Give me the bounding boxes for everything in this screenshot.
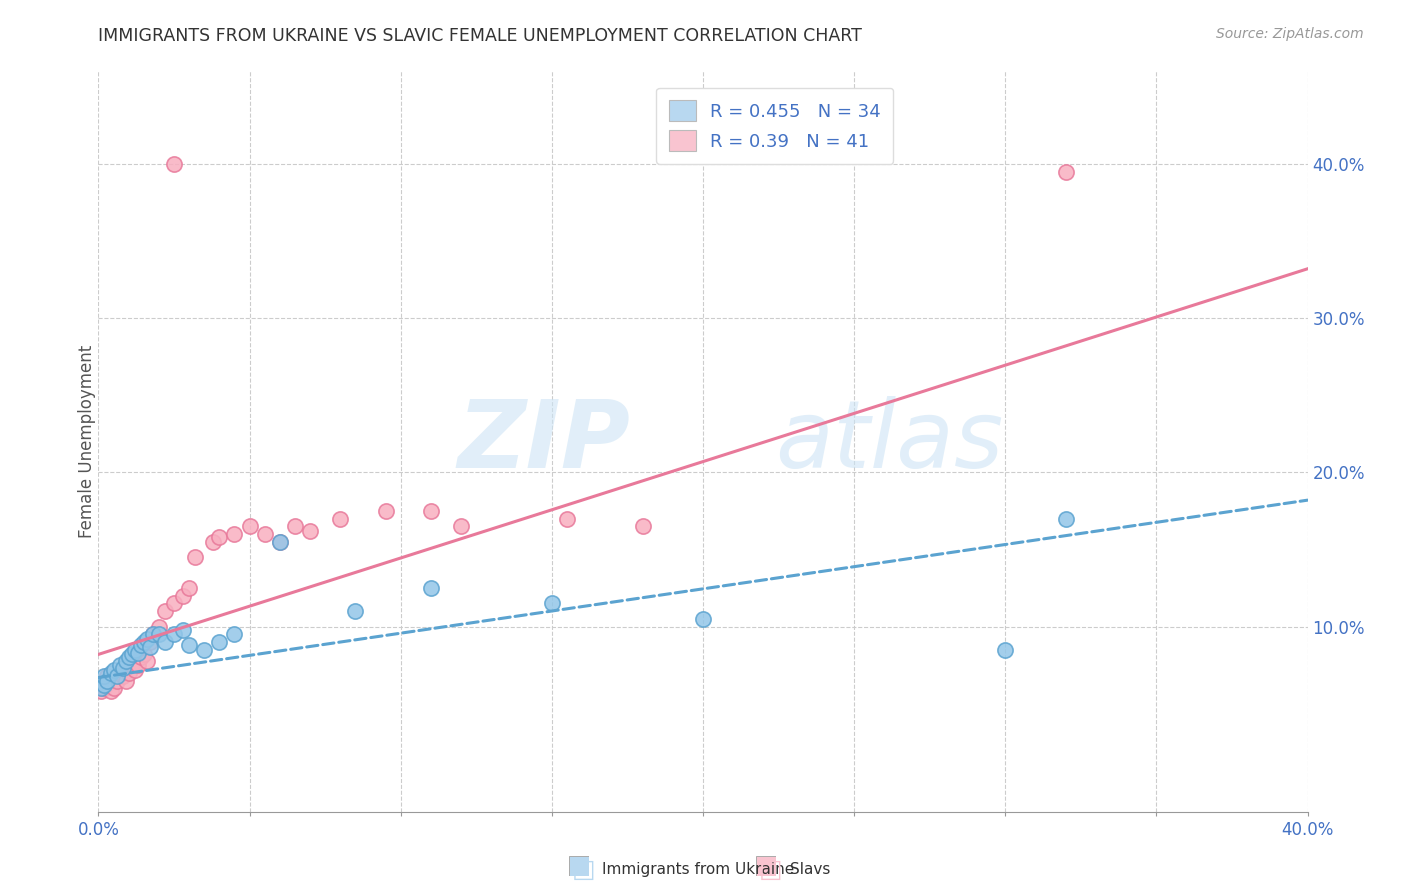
- Point: [139, 635, 162, 649]
- Point: [129, 650, 152, 665]
- Point: [344, 604, 367, 618]
- Point: [108, 665, 131, 680]
- Point: [103, 663, 125, 677]
- Point: [224, 627, 246, 641]
- Point: [208, 635, 231, 649]
- Point: [108, 658, 131, 673]
- Point: [114, 654, 136, 668]
- Text: Slavs: Slavs: [790, 863, 831, 877]
- Point: [153, 604, 176, 618]
- Point: [135, 632, 157, 646]
- Point: [148, 627, 170, 641]
- Point: [163, 627, 186, 641]
- Point: [96, 673, 118, 688]
- Point: [1054, 511, 1077, 525]
- Point: [420, 581, 443, 595]
- Point: [121, 648, 143, 662]
- Point: [135, 654, 157, 668]
- Point: [299, 524, 322, 538]
- Point: [172, 623, 194, 637]
- Point: [163, 597, 186, 611]
- Point: [153, 635, 176, 649]
- Point: [284, 519, 307, 533]
- Point: [105, 669, 128, 683]
- Point: [118, 665, 141, 680]
- Point: [100, 665, 122, 680]
- Text: Source: ZipAtlas.com: Source: ZipAtlas.com: [1216, 27, 1364, 41]
- Point: [374, 504, 396, 518]
- Point: [239, 519, 262, 533]
- Point: [142, 627, 165, 641]
- Point: [631, 519, 654, 533]
- Point: [93, 678, 115, 692]
- Point: [179, 581, 201, 595]
- Point: [129, 638, 152, 652]
- Point: [555, 511, 578, 525]
- Point: [208, 530, 231, 544]
- Point: [540, 597, 562, 611]
- Point: [90, 684, 112, 698]
- Point: [103, 681, 125, 696]
- Text: ZIP: ZIP: [457, 395, 630, 488]
- Point: [450, 519, 472, 533]
- Point: [124, 642, 146, 657]
- Point: [184, 550, 207, 565]
- Point: [121, 658, 143, 673]
- Point: [114, 673, 136, 688]
- Point: [148, 619, 170, 633]
- Text: atlas: atlas: [776, 396, 1004, 487]
- Point: [105, 673, 128, 688]
- Point: [139, 640, 162, 654]
- Point: [111, 669, 134, 683]
- Point: [269, 534, 291, 549]
- Point: [132, 648, 155, 662]
- Point: [1054, 164, 1077, 178]
- Y-axis label: Female Unemployment: Female Unemployment: [79, 345, 96, 538]
- Point: [329, 511, 352, 525]
- Point: [163, 157, 186, 171]
- Point: [692, 612, 714, 626]
- Point: [118, 650, 141, 665]
- Text: IMMIGRANTS FROM UKRAINE VS SLAVIC FEMALE UNEMPLOYMENT CORRELATION CHART: IMMIGRANTS FROM UKRAINE VS SLAVIC FEMALE…: [98, 27, 862, 45]
- Point: [124, 663, 146, 677]
- Point: [172, 589, 194, 603]
- Point: [994, 642, 1017, 657]
- Point: [269, 534, 291, 549]
- Point: [420, 504, 443, 518]
- Point: [202, 534, 225, 549]
- Point: [179, 638, 201, 652]
- Point: [132, 635, 155, 649]
- Text: Immigrants from Ukraine: Immigrants from Ukraine: [602, 863, 794, 877]
- Point: [93, 681, 115, 696]
- Point: [93, 669, 115, 683]
- Text: □: □: [759, 858, 782, 881]
- Legend: R = 0.455   N = 34, R = 0.39   N = 41: R = 0.455 N = 34, R = 0.39 N = 41: [657, 87, 893, 164]
- Point: [90, 681, 112, 696]
- Text: □: □: [572, 858, 595, 881]
- Point: [127, 646, 149, 660]
- Point: [142, 627, 165, 641]
- Point: [253, 527, 276, 541]
- Point: [96, 669, 118, 683]
- Point: [111, 661, 134, 675]
- Point: [100, 684, 122, 698]
- Point: [224, 527, 246, 541]
- Point: [193, 642, 215, 657]
- Point: [127, 658, 149, 673]
- Point: [96, 676, 118, 690]
